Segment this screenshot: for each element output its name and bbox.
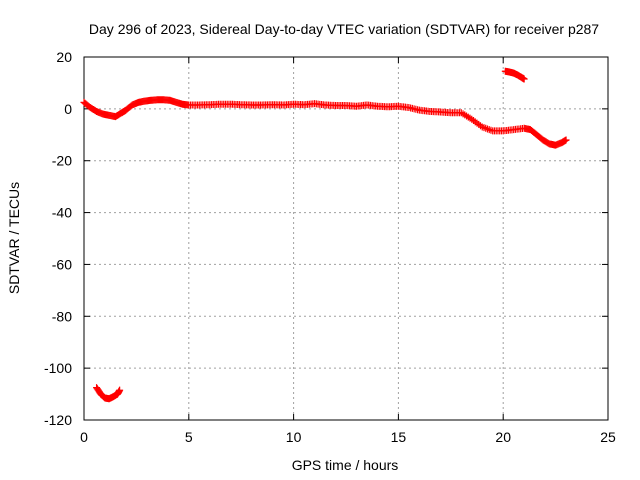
x-tick-label: 20 [495, 429, 511, 445]
data-points [80, 67, 570, 403]
axis-ticks: 0 5 10 15 20 25 20 0 -20 -40 -60 -80 -100 -120 [44, 49, 616, 445]
x-axis-label: GPS time / hours [292, 457, 399, 473]
y-tick-label: 20 [56, 49, 72, 65]
chart-title: Day 296 of 2023, Sidereal Day-to-day VTE… [89, 21, 599, 37]
x-tick-label: 15 [391, 429, 407, 445]
y-tick-label: -60 [52, 256, 72, 272]
grid [84, 57, 608, 420]
x-tick-label: 0 [80, 429, 88, 445]
y-tick-label: 0 [64, 101, 72, 117]
x-tick-label: 10 [286, 429, 302, 445]
plot-frame [83, 56, 609, 421]
y-tick-label: -80 [52, 308, 72, 324]
x-tick-label: 5 [185, 429, 193, 445]
y-tick-label: -20 [52, 153, 72, 169]
data-point [116, 386, 124, 394]
y-axis-label: SDTVAR / TECUs [6, 182, 22, 294]
data-point [562, 136, 570, 144]
y-tick-label: -120 [44, 412, 72, 428]
y-tick-label: -40 [52, 205, 72, 221]
x-tick-label: 25 [600, 429, 616, 445]
y-tick-label: -100 [44, 360, 72, 376]
data-point [520, 75, 528, 83]
